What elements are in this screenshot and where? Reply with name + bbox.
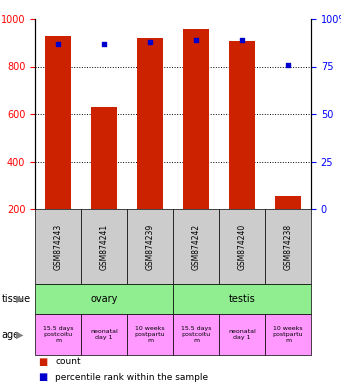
Text: GSM874239: GSM874239 bbox=[146, 223, 154, 270]
Text: count: count bbox=[56, 358, 81, 366]
Text: GSM874243: GSM874243 bbox=[54, 223, 62, 270]
Point bbox=[55, 41, 61, 47]
Text: tissue: tissue bbox=[2, 294, 31, 304]
Text: GSM874238: GSM874238 bbox=[283, 223, 293, 270]
Text: percentile rank within the sample: percentile rank within the sample bbox=[56, 373, 209, 382]
Bar bbox=[91, 108, 117, 209]
Bar bbox=[229, 41, 255, 209]
Point bbox=[147, 39, 153, 45]
Text: 15.5 days
postcoitu
m: 15.5 days postcoitu m bbox=[181, 326, 211, 343]
Bar bbox=[275, 196, 301, 209]
Text: ▶: ▶ bbox=[16, 294, 24, 304]
Text: 10 weeks
postpartu
m: 10 weeks postpartu m bbox=[273, 326, 303, 343]
Text: ▶: ▶ bbox=[16, 329, 24, 339]
Text: 10 weeks
postpartu
m: 10 weeks postpartu m bbox=[135, 326, 165, 343]
Point bbox=[101, 41, 107, 47]
Bar bbox=[45, 36, 71, 209]
Text: GSM874240: GSM874240 bbox=[237, 223, 247, 270]
Text: ovary: ovary bbox=[90, 294, 118, 304]
Text: age: age bbox=[2, 329, 20, 339]
Text: ■: ■ bbox=[39, 372, 48, 382]
Text: GSM874242: GSM874242 bbox=[192, 223, 201, 270]
Text: neonatal
day 1: neonatal day 1 bbox=[90, 329, 118, 340]
Text: GSM874241: GSM874241 bbox=[100, 223, 108, 270]
Point bbox=[285, 61, 291, 68]
Text: 15.5 days
postcoitu
m: 15.5 days postcoitu m bbox=[43, 326, 73, 343]
Text: ■: ■ bbox=[39, 357, 48, 367]
Bar bbox=[137, 38, 163, 209]
Point bbox=[193, 37, 199, 43]
Text: neonatal
day 1: neonatal day 1 bbox=[228, 329, 256, 340]
Bar bbox=[183, 29, 209, 209]
Text: testis: testis bbox=[228, 294, 255, 304]
Point bbox=[239, 37, 245, 43]
